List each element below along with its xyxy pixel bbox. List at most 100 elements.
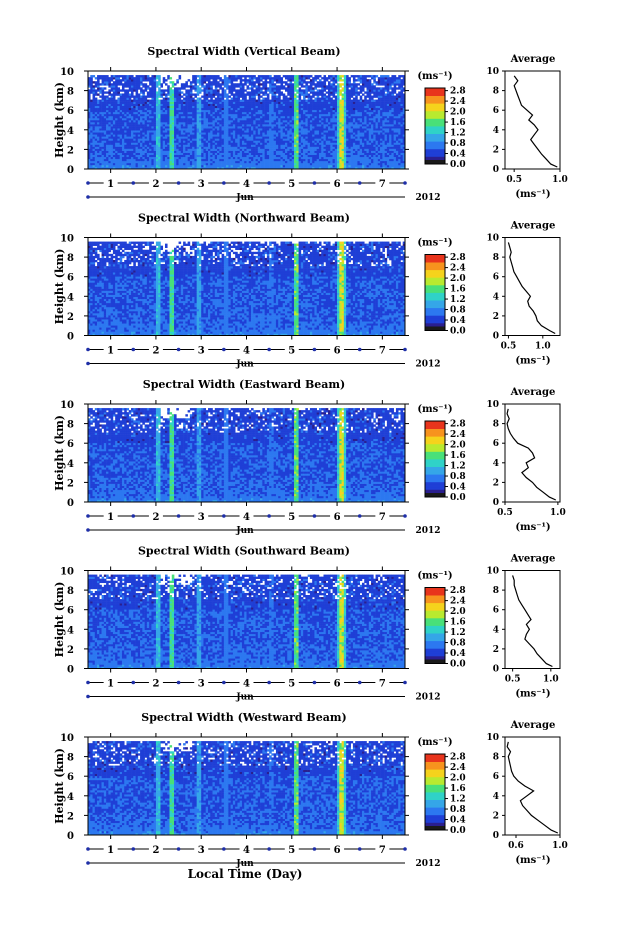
heatmap-cell xyxy=(237,138,240,140)
heatmap-cell xyxy=(262,106,265,108)
heatmap-cell xyxy=(124,149,127,151)
heatmap-cell xyxy=(242,138,245,140)
heatmap-cell xyxy=(170,114,173,116)
heatmap-cell xyxy=(287,136,290,138)
heatmap-cell xyxy=(280,112,283,114)
heatmap-cell xyxy=(208,106,211,108)
heatmap-cell xyxy=(308,157,311,159)
heatmap-cell xyxy=(174,110,177,112)
heatmap-cell xyxy=(287,132,290,134)
heatmap-cell xyxy=(222,145,225,147)
heatmap-cell xyxy=(222,110,225,112)
heatmap-cell xyxy=(183,126,186,128)
heatmap-cell xyxy=(104,163,107,165)
heatmap-cell xyxy=(253,132,256,134)
heatmap-cell xyxy=(244,161,247,163)
heatmap-cell xyxy=(267,89,270,91)
heatmap-cell xyxy=(296,145,299,147)
heatmap-cell xyxy=(285,124,288,126)
heatmap-cell xyxy=(242,145,245,147)
heatmap-cell xyxy=(244,120,247,122)
heatmap-cell xyxy=(253,151,256,153)
heatmap-cell xyxy=(90,108,93,110)
heatmap-cell xyxy=(136,130,139,132)
heatmap-cell xyxy=(231,89,234,91)
heatmap-cell xyxy=(251,75,254,77)
heatmap-cell xyxy=(215,130,218,132)
heatmap-cell xyxy=(274,124,277,126)
heatmap-cell xyxy=(188,106,191,108)
heatmap-cell xyxy=(113,87,116,89)
heatmap-cell xyxy=(328,124,331,126)
heatmap-cell xyxy=(231,151,234,153)
heatmap-cell xyxy=(274,122,277,124)
heatmap-cell xyxy=(240,100,243,102)
heatmap-cell xyxy=(174,128,177,130)
heatmap-cell xyxy=(283,130,286,132)
heatmap-cell xyxy=(111,130,114,132)
heatmap-cell xyxy=(201,149,204,151)
heatmap-cell xyxy=(106,114,109,116)
heatmap-cell xyxy=(339,75,342,77)
heatmap-cell xyxy=(174,120,177,122)
heatmap-cell xyxy=(271,132,274,134)
heatmap-cell xyxy=(108,128,111,130)
heatmap-cell xyxy=(197,85,200,87)
heatmap-cell xyxy=(194,104,197,106)
heatmap-cell xyxy=(160,159,163,161)
heatmap-cell xyxy=(296,155,299,157)
heatmap-cell xyxy=(174,151,177,153)
heatmap-cell xyxy=(188,114,191,116)
heatmap-cell xyxy=(226,165,229,167)
heatmap-cell xyxy=(90,147,93,149)
heatmap-cell xyxy=(262,163,265,165)
heatmap-cell xyxy=(339,91,342,93)
heatmap-cell xyxy=(290,155,293,157)
heatmap-cell xyxy=(140,75,143,77)
heatmap-cell xyxy=(90,102,93,104)
heatmap-cell xyxy=(247,79,250,81)
heatmap-cell xyxy=(129,75,132,77)
heatmap-cell xyxy=(256,108,259,110)
heatmap-cell xyxy=(188,147,191,149)
heatmap-cell xyxy=(133,87,136,89)
heatmap-cell xyxy=(251,157,254,159)
heatmap-cell xyxy=(342,112,345,114)
heatmap-cell xyxy=(111,93,114,95)
heatmap-cell xyxy=(274,136,277,138)
heatmap-cell xyxy=(294,96,297,98)
heatmap-cell xyxy=(283,161,286,163)
heatmap-cell xyxy=(203,118,206,120)
heatmap-cell xyxy=(190,151,193,153)
heatmap-cell xyxy=(93,81,96,83)
heatmap-cell xyxy=(287,75,290,77)
heatmap-cell xyxy=(260,130,263,132)
heatmap-cell xyxy=(301,75,304,77)
heatmap-cell xyxy=(228,100,231,102)
heatmap-cell xyxy=(342,124,345,126)
heatmap-cell xyxy=(136,83,139,85)
heatmap-cell xyxy=(290,104,293,106)
heatmap-cell xyxy=(319,83,322,85)
heatmap-cell xyxy=(346,89,349,91)
heatmap-cell xyxy=(339,153,342,155)
heatmap-cell xyxy=(333,122,336,124)
heatmap-cell xyxy=(310,163,313,165)
heatmap-cell xyxy=(335,151,338,153)
heatmap-cell xyxy=(249,132,252,134)
heatmap-cell xyxy=(301,91,304,93)
heatmap-cell xyxy=(167,124,170,126)
heatmap-cell xyxy=(299,83,302,85)
heatmap-cell xyxy=(346,93,349,95)
heatmap-cell xyxy=(287,159,290,161)
heatmap-cell xyxy=(117,151,120,153)
heatmap-cell xyxy=(253,120,256,122)
heatmap-cell xyxy=(269,118,272,120)
heatmap-cell xyxy=(312,140,315,142)
heatmap-cell xyxy=(203,87,206,89)
heatmap-cell xyxy=(314,77,317,79)
heatmap-cell xyxy=(330,100,333,102)
heatmap-cell xyxy=(228,81,231,83)
heatmap-cell xyxy=(308,89,311,91)
heatmap-cell xyxy=(328,104,331,106)
